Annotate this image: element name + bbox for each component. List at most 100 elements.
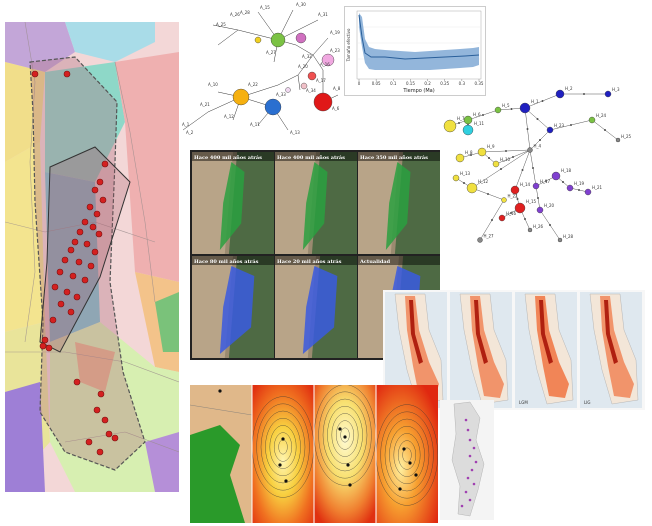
- haplotype-node: [551, 171, 561, 181]
- x-tick-label: 0.1: [390, 81, 397, 86]
- sample-point: [348, 483, 352, 487]
- haplotype-node: [604, 90, 612, 98]
- haplotype-label: A_32: [302, 54, 312, 59]
- haplotype-label: A_33: [276, 92, 286, 97]
- haplotype-label: H_6: [473, 112, 481, 117]
- occurrence-point: [69, 272, 77, 280]
- haplotype-label: A_15: [260, 5, 270, 10]
- occurrence-points: [31, 70, 119, 456]
- satellite-panel-label: Actualidad: [359, 259, 391, 265]
- haplotype-node: [555, 89, 565, 99]
- paleo-satellite-grid: Hace 400 mil años atrás Hace 400 mil años…: [190, 150, 440, 360]
- haplotype-node: [477, 147, 487, 157]
- occurrence-point: [81, 276, 89, 284]
- sample-point: [408, 461, 412, 465]
- sample-point: [460, 504, 464, 508]
- haplotype-label: H_23: [554, 123, 565, 128]
- haplotype-node: [452, 174, 460, 182]
- haplotype-node: [557, 237, 563, 243]
- sample-dot-map: [440, 400, 494, 520]
- occurrence-point: [89, 223, 97, 231]
- haplotype-label: H_14: [520, 182, 531, 187]
- haplotype-label: H_9: [487, 144, 495, 149]
- occurrence-point: [49, 316, 57, 324]
- haplotype-label: A_11: [250, 122, 260, 127]
- haplotype-node: [546, 126, 554, 134]
- haplotype-label: A_10: [208, 82, 218, 87]
- x-tick-label: 0.35: [475, 81, 484, 86]
- region-map: [5, 22, 179, 492]
- haplotype-label: A_19: [330, 30, 340, 35]
- ecoregion-patch: [145, 432, 179, 492]
- haplotype-label: A_25: [216, 22, 226, 27]
- haplotype-label: H_3: [612, 87, 620, 92]
- haplotype-node: [519, 102, 531, 114]
- haplotype-label: H_1: [531, 99, 539, 104]
- haplotype-node: [313, 92, 333, 112]
- occurrence-point: [51, 283, 59, 291]
- haplotype-label: A_12: [224, 114, 234, 119]
- distribution-map: LGM: [515, 292, 577, 408]
- ecoregion-patch: [5, 382, 45, 492]
- haplotype-node: [615, 137, 621, 143]
- haplotype-label: A_6: [332, 106, 340, 111]
- region-map-svg: [5, 22, 179, 492]
- satellite-panel-label: Hace 400 mil años atrás: [194, 154, 262, 161]
- occurrence-point: [95, 230, 103, 238]
- sample-point: [464, 490, 468, 494]
- ecoregion-patch: [5, 142, 45, 332]
- sample-point: [414, 473, 418, 477]
- sample-point: [402, 447, 406, 451]
- haplotype-node: [527, 227, 533, 233]
- occurrence-point: [85, 438, 93, 446]
- distribution-map-caption: LGM: [519, 400, 528, 405]
- ecoregion-patch: [45, 172, 100, 342]
- sample-point: [468, 438, 472, 442]
- haplotype-node: [514, 202, 526, 214]
- satellite-panel-label: Hace 80 mil años atrás: [194, 258, 259, 265]
- sample-point: [343, 435, 347, 439]
- haplotype-label: A_31: [318, 12, 328, 17]
- haplotype-node: [477, 237, 483, 243]
- haplotype-node: [307, 71, 317, 81]
- ecoregion-patch: [155, 292, 179, 352]
- mean-line: [358, 14, 480, 60]
- sample-point: [346, 463, 350, 467]
- skyline-chart-svg: 0 0.05 0.1 0.15 0.2 0.25 0.3 0.35 Tiempo (Ma) T…: [346, 10, 484, 94]
- haplotype-label: H_17: [540, 179, 551, 184]
- occurrence-point: [97, 390, 105, 398]
- haplotype-network-top-svg: A_25 A_26 A_28 A_15 A_30 A_31 A_19 A_23 A_32 A_27…: [182, 2, 341, 135]
- haplotype-label: H_25: [621, 134, 632, 139]
- satellite-panel: Hace 350 mil años atrás: [358, 152, 440, 254]
- occurrence-point: [76, 228, 84, 236]
- haplotype-nodes: [443, 89, 621, 243]
- haplotype-node: [264, 98, 282, 116]
- haplotype-node: [254, 36, 262, 44]
- haplotype-label: A_1: [182, 122, 190, 127]
- sample-point: [468, 498, 472, 502]
- haplotype-label: A_28: [240, 10, 250, 15]
- haplotype-node: [443, 119, 457, 133]
- haplotype-label: A_2: [186, 130, 194, 135]
- sample-point: [472, 446, 476, 450]
- satellite-panel: Hace 400 mil años atrás: [275, 152, 357, 254]
- occurrence-point: [96, 178, 104, 186]
- haplotype-label: H_18: [561, 168, 572, 173]
- occurrence-point: [67, 308, 75, 316]
- haplotype-label: H_21: [592, 185, 603, 190]
- haplotype-label: H_10: [500, 157, 511, 162]
- haplotype-label: A_30: [296, 2, 306, 7]
- haplotype-node: [510, 185, 520, 195]
- haplotype-node: [462, 124, 474, 136]
- core-range-hull: [39, 146, 131, 353]
- y-axis-label: Tamaño efectivo: [346, 28, 351, 62]
- haplotype-node: [270, 32, 286, 48]
- haplotype-label: A_23: [330, 48, 340, 53]
- haplotype-label: H_19: [574, 181, 585, 186]
- haplotype-network-top: A_25 A_26 A_28 A_15 A_30 A_31 A_19 A_23 A_32 A_27…: [178, 0, 346, 138]
- contour-panel-2: [252, 385, 438, 523]
- haplotype-node: [588, 116, 596, 124]
- occurrence-point: [41, 336, 49, 344]
- occurrence-point: [83, 240, 91, 248]
- sample-points: [460, 418, 478, 508]
